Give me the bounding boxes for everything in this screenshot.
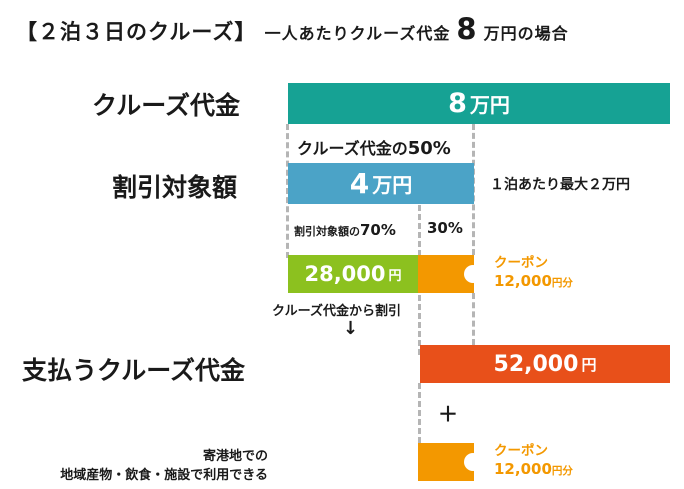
- coupon-ticket-1-notch: [464, 265, 482, 283]
- note-per-night-max: １泊あたり最大２万円: [490, 177, 630, 193]
- title-prefix: 一人あたりクルーズ代金: [264, 24, 451, 43]
- row-label-pay: 支払うクルーズ代金: [22, 356, 246, 385]
- coupon-1-unit: 円分: [551, 277, 573, 289]
- bar-discount-amount-unit: 円: [388, 268, 402, 284]
- coupon-1-amount: 12,000: [494, 272, 552, 290]
- guide-dash-coupon2: [418, 383, 421, 443]
- annotation-thirty: 30%: [427, 219, 463, 237]
- coupon-ticket-1: [418, 255, 482, 293]
- coupon-ticket-2: [418, 443, 482, 481]
- coupon-2-label: クーポン: [494, 443, 548, 459]
- bar-pay-value: 52,000: [493, 351, 579, 377]
- coupon-1-label: クーポン: [494, 255, 548, 271]
- annotation-half: クルーズ代金の50%: [297, 135, 451, 159]
- bar-cruise-fee-value: 8: [448, 88, 467, 119]
- bar-discount-base: 4 万円: [288, 163, 474, 204]
- annotation-seventy-text: 割引対象額の: [294, 225, 360, 238]
- annotation-local-use: 寄港地での 地域産物・飲食・施設で利用できる: [12, 447, 268, 485]
- page-title: 【２泊３日のクルーズ】 一人あたりクルーズ代金 8 万円の場合: [16, 12, 569, 46]
- coupon-1-text: クーポン 12,000円分: [494, 254, 573, 292]
- row-label-discount-base: 割引対象額: [112, 173, 238, 202]
- arrow-down-icon: ↓: [343, 318, 359, 339]
- title-main: 【２泊３日のクルーズ】: [16, 20, 257, 44]
- bar-pay: 52,000 円: [420, 345, 670, 383]
- annotation-seventy-pct: 70%: [360, 221, 396, 239]
- annotation-local-use-line1: 寄港地での: [202, 449, 268, 464]
- bar-discount-base-value: 4: [349, 167, 370, 200]
- title-suffix: 万円の場合: [483, 24, 569, 43]
- coupon-2-unit: 円分: [551, 465, 573, 477]
- annotation-half-pct: 50%: [407, 138, 451, 159]
- coupon-2-text: クーポン 12,000円分: [494, 442, 573, 480]
- plus-icon: ＋: [438, 402, 458, 426]
- row-label-cruise-fee: クルーズ代金: [92, 91, 241, 120]
- annotation-half-text: クルーズ代金の: [297, 139, 408, 158]
- bar-cruise-fee: 8 万円: [288, 83, 670, 124]
- bar-discount-amount-value: 28,000: [304, 262, 386, 286]
- guide-dash-right-lower: [472, 293, 475, 345]
- annotation-seventy: 割引対象額の70%: [294, 221, 396, 239]
- guide-dash-left: [286, 124, 289, 258]
- bar-discount-base-unit: 万円: [372, 173, 413, 197]
- bar-discount-amount: 28,000 円: [288, 255, 418, 293]
- coupon-ticket-2-notch: [464, 453, 482, 471]
- annotation-discount-from-fee: クルーズ代金から割引: [272, 304, 401, 319]
- annotation-local-use-line2: 地域産物・飲食・施設で利用できる: [60, 468, 268, 483]
- title-amount: 8: [456, 12, 478, 46]
- coupon-2-amount: 12,000: [494, 460, 552, 478]
- bar-cruise-fee-unit: 万円: [469, 93, 510, 117]
- bar-pay-unit: 円: [581, 355, 597, 374]
